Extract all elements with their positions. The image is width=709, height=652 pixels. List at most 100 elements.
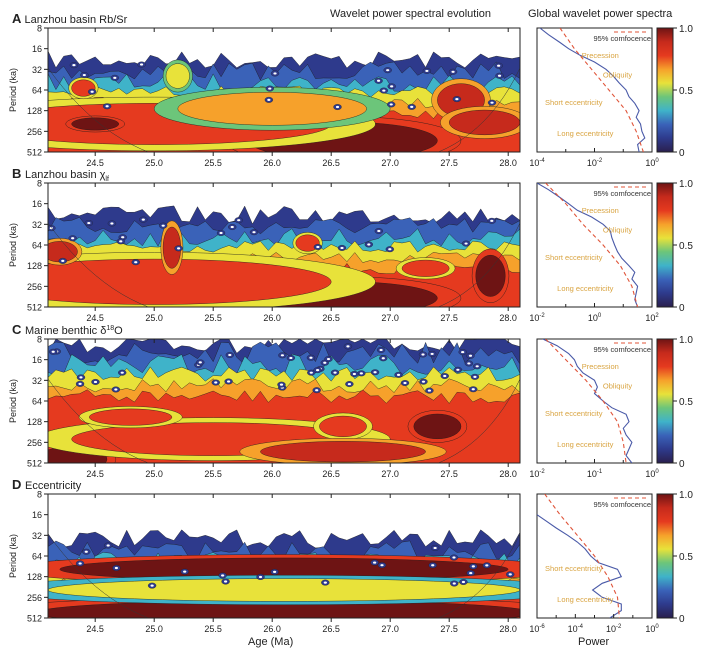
x-tick-label: 25.0 <box>145 469 163 479</box>
colorbar-tick-label: 0 <box>679 614 685 625</box>
y-tick-label: 256 <box>27 282 42 292</box>
low-power-island-core <box>464 242 468 245</box>
colorbar: 0 0.5 1.0 <box>656 490 693 625</box>
panel-title: A Lanzhou basin Rb/Sr <box>12 11 128 26</box>
low-power-island-core <box>87 221 91 225</box>
panel-title: D Eccentricity <box>12 477 82 492</box>
colorbar-tick-label: 1.0 <box>679 179 693 190</box>
colorbar-tick-label: 0.5 <box>679 397 693 408</box>
y-axis-label: Period (ka) <box>8 223 18 267</box>
colorbar: 0 0.5 1.0 <box>656 179 693 314</box>
low-power-island-core <box>326 357 331 361</box>
spectrum-x-tick-label: 10-2 <box>606 624 622 634</box>
power-peak <box>413 413 462 439</box>
confidence-legend-label: 95% comfocence <box>593 34 651 43</box>
confidence-line <box>545 183 639 307</box>
low-power-island-core <box>421 353 425 356</box>
band-label-obliquity: Obliquity <box>603 225 632 234</box>
cone-of-influence <box>48 378 150 463</box>
low-power-island-core <box>119 240 123 243</box>
low-power-island-core <box>121 236 125 239</box>
low-power-island-core <box>490 101 494 104</box>
x-tick-label: 25.5 <box>204 469 222 479</box>
header-global-spectra: Global wavelet power spectra <box>528 8 673 20</box>
low-power-island-core <box>316 245 320 249</box>
low-power-island-core <box>214 381 218 384</box>
low-power-island-core <box>228 353 232 357</box>
low-power-island-core <box>78 562 82 565</box>
y-tick-label: 32 <box>32 220 42 230</box>
colorbar-tick-label: 0 <box>679 459 685 470</box>
colorbar-gradient <box>656 493 674 619</box>
scalogram <box>48 339 520 463</box>
scalogram <box>48 494 520 618</box>
low-power-island-core <box>347 382 351 386</box>
confidence-legend-label: 95% comfocence <box>593 500 651 509</box>
low-power-island-core <box>161 224 165 227</box>
x-tick-label: 26.0 <box>263 469 281 479</box>
low-power-island-core <box>120 371 124 374</box>
global-spectrum: 95% comfocence Short eccentricity Long ecc… <box>529 493 659 634</box>
y-tick-label: 512 <box>27 148 42 158</box>
low-power-island-core <box>373 561 377 564</box>
y-tick-label: 32 <box>32 376 42 386</box>
y-tick-label: 8 <box>37 24 42 34</box>
low-power-island-core <box>451 70 455 73</box>
cone-of-influence <box>48 533 150 618</box>
y-axis-label: Period (ka) <box>8 534 18 578</box>
low-power-island-core <box>333 371 337 374</box>
low-power-island-core <box>352 372 356 376</box>
low-power-island-core <box>390 85 394 88</box>
y-tick-label: 16 <box>32 355 42 365</box>
power-peak <box>449 109 520 136</box>
low-power-island-core <box>110 222 114 225</box>
colorbar-tick-label: 0 <box>679 148 685 159</box>
scalogram <box>48 28 520 152</box>
y-tick-label: 256 <box>27 593 42 603</box>
low-power-island-core <box>226 380 231 383</box>
x-tick-label: 26.5 <box>322 624 340 634</box>
low-power-island-core <box>346 345 350 348</box>
power-peak <box>48 578 520 602</box>
low-power-island-core <box>471 388 475 391</box>
low-power-island-core <box>421 380 426 383</box>
y-tick-label: 256 <box>27 438 42 448</box>
y-axis-label: Period (ka) <box>8 379 18 423</box>
x-tick-label: 25.5 <box>204 313 222 323</box>
low-power-island-core <box>452 556 456 559</box>
low-power-island-core <box>219 231 223 235</box>
low-power-island-core <box>377 229 381 233</box>
spectrum-x-tick-label: 100 <box>645 469 659 479</box>
low-power-island-core <box>443 374 447 378</box>
y-tick-label: 32 <box>32 531 42 541</box>
low-power-island-core <box>309 371 313 374</box>
low-power-island-core <box>373 371 377 374</box>
low-power-island-core <box>497 74 502 77</box>
x-tick-label: 26.5 <box>322 158 340 168</box>
low-power-island-core <box>106 544 110 547</box>
low-power-island-core <box>379 348 383 352</box>
confidence-line <box>545 339 627 463</box>
band-label-long-eccentricity: Long eccentricity <box>557 129 614 138</box>
low-power-island-core <box>389 103 393 106</box>
low-power-island-core <box>381 357 385 360</box>
x-axis-label: Age (Ma) <box>248 636 293 648</box>
low-power-island-core <box>452 582 456 585</box>
spectrum-frame <box>536 338 653 464</box>
band-label-precession: Precession <box>582 362 619 371</box>
spectrum-x-tick-label: 10-2 <box>587 158 603 168</box>
x-tick-label: 25.0 <box>145 624 163 634</box>
low-power-island-core <box>258 575 263 579</box>
power-peak <box>475 254 506 297</box>
low-power-island-core <box>388 248 392 251</box>
low-power-island-core <box>403 381 407 385</box>
spectrum-x-tick-label: 10-2 <box>529 313 545 323</box>
colorbar-gradient <box>656 338 674 464</box>
low-power-island-core <box>237 219 241 222</box>
x-tick-label: 25.0 <box>145 313 163 323</box>
low-power-island-core <box>367 243 371 246</box>
low-power-island-core <box>323 361 327 364</box>
x-tick-label: 24.5 <box>86 158 104 168</box>
x-tick-label: 27.5 <box>440 158 458 168</box>
spectrum-x-tick-label: 10-4 <box>568 624 584 634</box>
